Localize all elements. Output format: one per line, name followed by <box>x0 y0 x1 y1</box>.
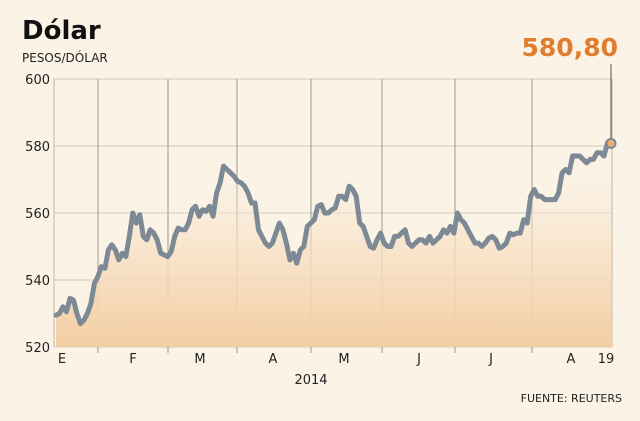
series-area <box>56 142 611 347</box>
area-layer <box>53 64 617 347</box>
tick-labels: 520 540 560 580 600 E F M A M J J A 19 <box>25 73 614 367</box>
source-label: FUENTE: REUTERS <box>521 392 622 405</box>
x-tick-label: E <box>58 352 66 367</box>
x-tick-label: A <box>269 352 278 367</box>
x-tick-label: F <box>129 352 136 367</box>
y-tick-label: 580 <box>25 140 50 155</box>
x-tick-label: J <box>416 352 421 367</box>
x-tick-label: M <box>338 352 349 367</box>
y-tick-label: 560 <box>25 207 50 222</box>
y-tick-label: 520 <box>25 341 50 356</box>
y-axis-label: PESOS/DÓLAR <box>22 50 108 65</box>
x-axis-year-label: 2014 <box>294 373 327 388</box>
y-tick-label: 600 <box>25 73 50 88</box>
x-tick-label: M <box>194 352 205 367</box>
x-tick-label: A <box>567 352 576 367</box>
y-tick-label: 540 <box>25 274 50 289</box>
x-tick-label: J <box>488 352 493 367</box>
series-line <box>53 140 614 327</box>
x-tick-label: 19 <box>598 352 615 367</box>
last-value-marker <box>605 137 617 149</box>
last-value-label: 580,80 <box>522 33 618 62</box>
chart-title: Dólar <box>22 16 101 46</box>
